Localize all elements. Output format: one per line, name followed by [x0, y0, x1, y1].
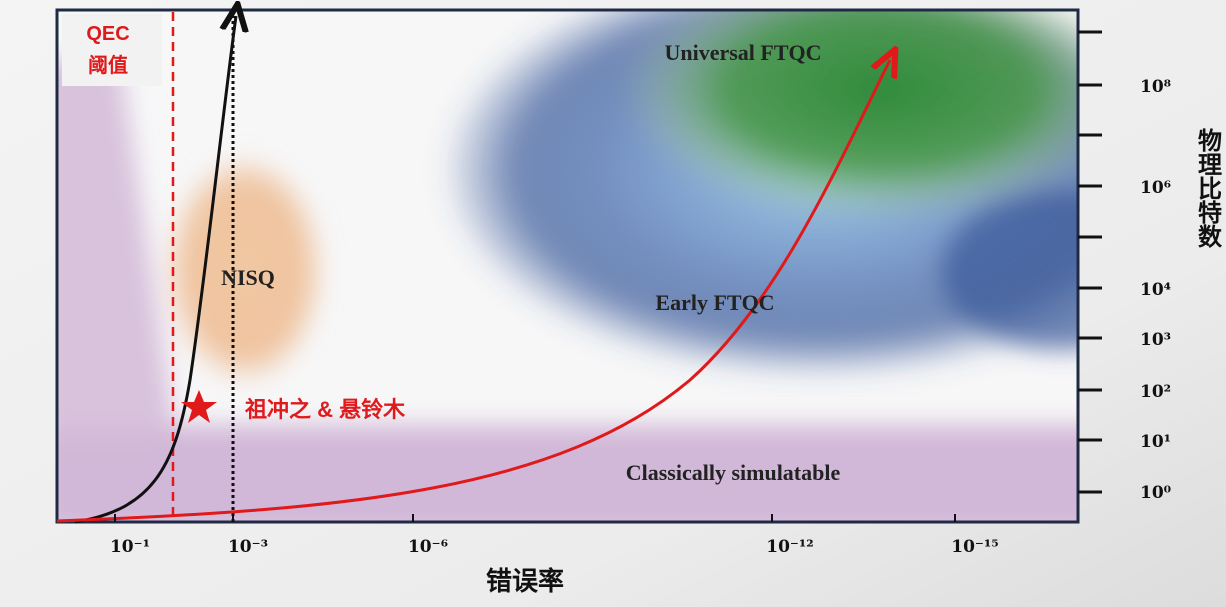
x-tick-label: 10⁻¹ [110, 537, 150, 557]
plot-area [57, 10, 1078, 522]
classical-region [57, 425, 1078, 522]
region-label: Early FTQC [655, 290, 774, 315]
y-tick-label: 10⁰ [1140, 483, 1171, 503]
star-marker [181, 390, 217, 423]
nisq-curve [74, 16, 236, 524]
marker-label: 祖冲之 & 悬铃木 [245, 397, 406, 422]
region-label: Classically simulatable [626, 460, 841, 485]
ftqc-edge [940, 190, 1078, 350]
nisq-region [165, 155, 325, 385]
region-label: NISQ [221, 265, 275, 290]
classical-wedge [57, 60, 175, 430]
y-axis-title: 物理比特数 [1194, 128, 1222, 249]
x-tick-label: 10⁻⁶ [408, 537, 448, 557]
regions-shading [57, 10, 1078, 522]
threshold-label: QEC [86, 23, 129, 45]
x-tick-label: 10⁻¹⁵ [951, 537, 999, 557]
universal-region [620, 10, 1078, 220]
ftqc-curve [56, 60, 890, 523]
y-tick-label: 10¹ [1140, 432, 1171, 452]
y-tick-label: 10² [1140, 382, 1171, 402]
y-tick-label: 10⁸ [1140, 77, 1171, 97]
x-tick-label: 10⁻³ [228, 537, 268, 557]
y-tick-label: 10⁴ [1140, 280, 1171, 300]
plot-frame [55, 8, 1080, 524]
threshold-box [62, 14, 162, 86]
y-tick-label: 10⁶ [1140, 178, 1171, 198]
y-tick-label: 10³ [1140, 330, 1171, 350]
x-ticks [114, 514, 956, 522]
threshold-label: 阈值 [88, 53, 128, 77]
region-label: Universal FTQC [664, 40, 821, 65]
y-ticks [1078, 30, 1102, 494]
x-tick-label: 10⁻¹² [766, 537, 814, 557]
x-axis-title: 错误率 [486, 566, 564, 596]
